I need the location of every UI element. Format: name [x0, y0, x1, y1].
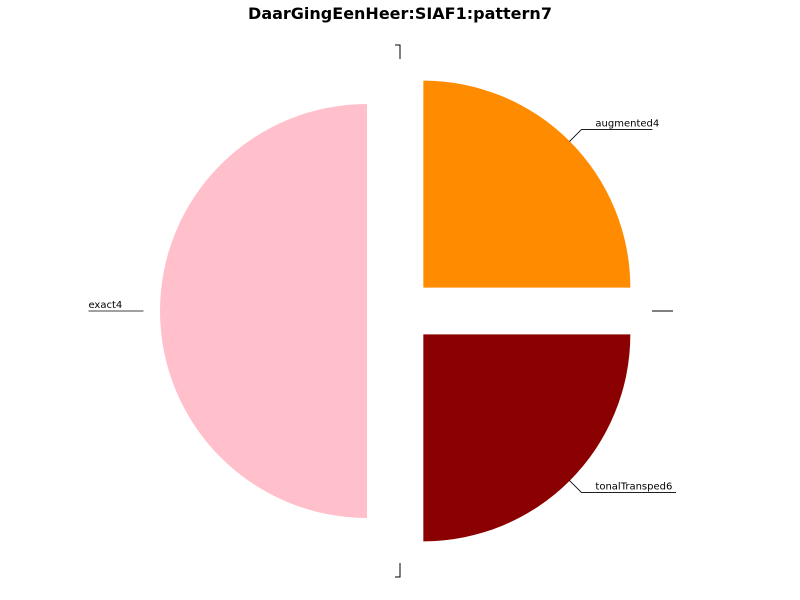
- leader-line-tonalTransped6: [569, 480, 677, 493]
- pie-labels: augmented4 tonalTransped6 exact4: [88, 119, 677, 493]
- chart-title: DaarGingEenHeer:SIAF1:pattern7: [248, 4, 552, 23]
- frame-tick-top: [395, 44, 401, 59]
- pie-slice-augmented4: [423, 80, 631, 288]
- pie-slice-exact4: [160, 104, 367, 518]
- pie-slice-tonalTransped6: [423, 334, 631, 542]
- frame-tick-bottom: [395, 563, 401, 578]
- slice-label-tonalTransped6: tonalTransped6: [595, 481, 672, 492]
- slice-label-augmented4: augmented4: [595, 119, 659, 130]
- leader-line-augmented4: [569, 129, 653, 142]
- slice-label-exact4: exact4: [88, 300, 122, 311]
- pie-slices: [160, 80, 631, 542]
